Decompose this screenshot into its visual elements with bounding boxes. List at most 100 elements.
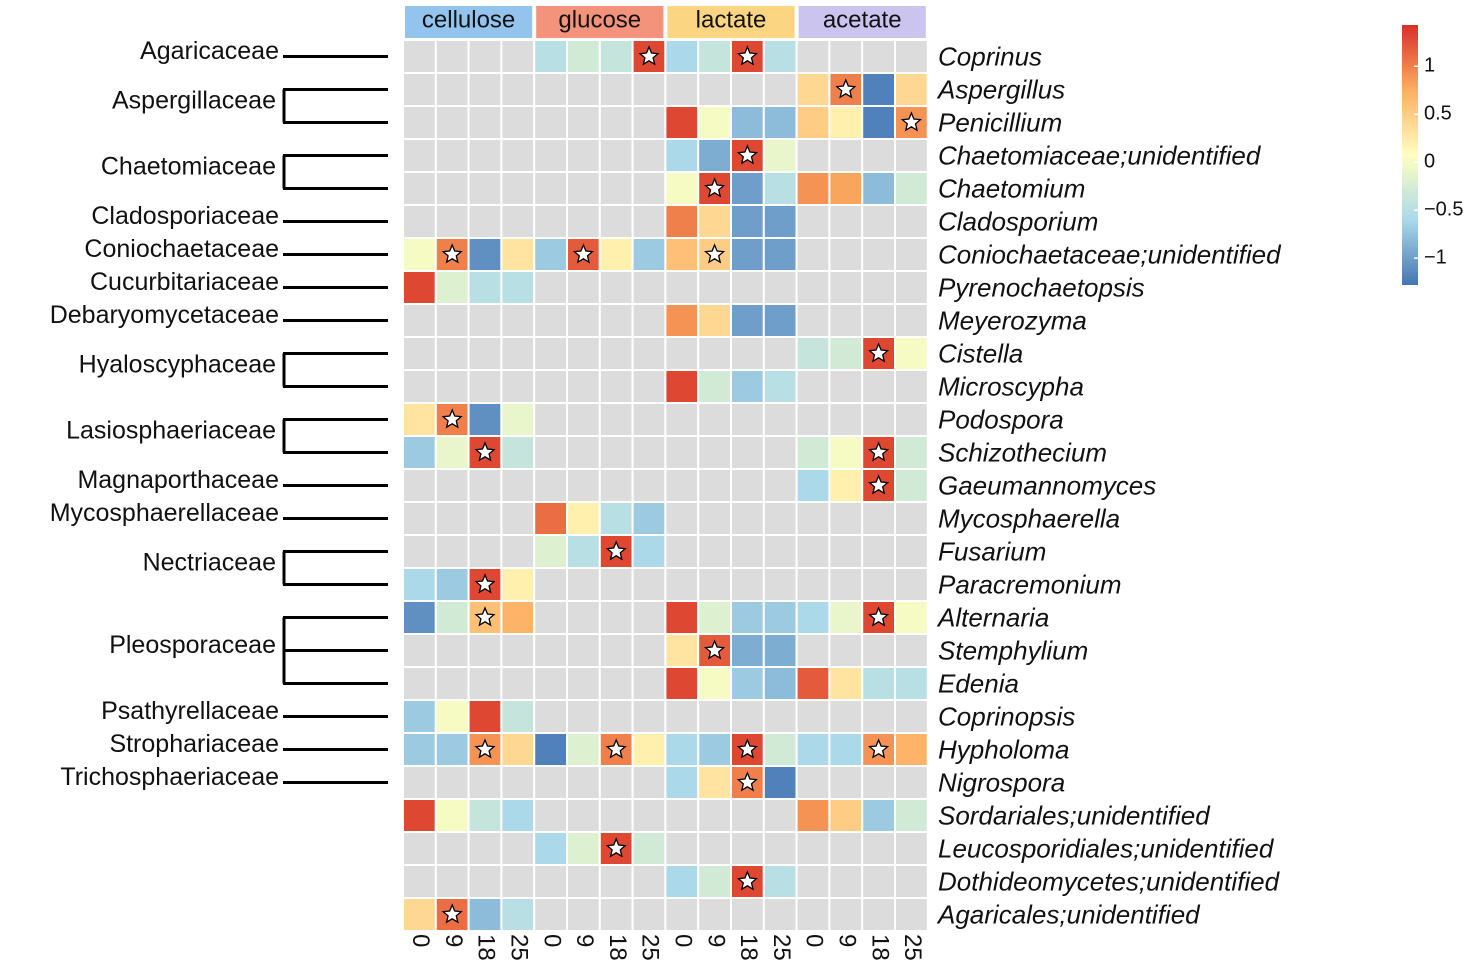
heatmap-cell [664,204,700,239]
heatmap-cell [828,336,864,371]
heatmap-cell [566,831,601,866]
heatmap-cell [631,303,667,338]
family-label: Hyaloscyphaceae [79,351,276,379]
heatmap-cell [598,567,634,602]
heatmap-cell [500,72,536,107]
heatmap-cell [730,831,765,866]
heatmap-cell [598,39,634,74]
column-label: 9 [440,934,467,947]
heatmap-cell [730,270,765,305]
family-label: Nectriaceae [143,549,276,577]
row-label: Sordariales;unidentified [938,800,1211,830]
significance-star [441,903,463,924]
heatmap-cell [598,798,634,833]
heatmap-cell [598,336,634,371]
heatmap-cell [434,171,470,206]
heatmap-cell [762,138,798,173]
column-label: 9 [702,934,729,947]
heatmap-cell [434,699,470,734]
family-label: Debaryomycetaceae [50,301,279,329]
heatmap-cell [730,600,765,635]
family-label: Strophariaceae [109,730,279,758]
family-label: Cladosporiaceae [91,202,279,230]
heatmap-cell [598,468,634,503]
heatmap-cell [894,204,929,239]
condition-label: acetate [823,6,902,33]
heatmap-cell [631,138,667,173]
heatmap-cell [795,39,831,74]
heatmap-cell [762,39,798,74]
row-label: Coprinopsis [938,701,1075,731]
heatmap-cell [828,171,864,206]
family-label: Psathyrellaceae [101,697,279,725]
significance-star [441,408,463,429]
row-label: Schizothecium [938,437,1107,467]
heatmap-cell [664,435,700,470]
heatmap-cell [598,897,634,932]
heatmap-cell [467,402,503,437]
heatmap-cell [795,138,831,173]
heatmap-cell [861,765,897,800]
heatmap-cell [828,699,864,734]
significance-star [868,441,890,462]
heatmap-cell [434,303,470,338]
heatmap-cell [894,798,929,833]
heatmap-cell [467,336,503,371]
heatmap-cell [566,567,601,602]
significance-star [868,606,890,627]
heatmap-cell [631,336,667,371]
heatmap-cell [500,369,536,404]
heatmap-cell [533,369,569,404]
heatmap-cell [434,732,470,767]
family-label: Chaetomiaceae [101,153,276,181]
column-label: 18 [604,934,631,961]
heatmap-cell [598,666,634,701]
heatmap-cell [500,39,536,74]
row-label: Paracremonium [938,569,1122,599]
heatmap-cell [697,501,733,536]
heatmap-cell [631,435,667,470]
heatmap-cell [894,567,929,602]
heatmap-cell [566,336,601,371]
heatmap-cell [467,798,503,833]
heatmap-cell [730,204,765,239]
heatmap-cell [500,765,536,800]
colorbar-tick-label: 0 [1424,150,1435,172]
heatmap-cell [533,633,569,668]
column-label: 18 [866,934,893,961]
heatmap-cell [500,336,536,371]
row-label: Pyrenochaetopsis [938,272,1145,302]
heatmap-cell [533,732,569,767]
heatmap-cell [828,138,864,173]
heatmap-cell [533,171,569,206]
heatmap-cell [467,237,503,272]
heatmap-cell [795,501,831,536]
heatmap-cell [402,699,437,734]
heatmap-cell [730,666,765,701]
heatmap-cell [795,369,831,404]
heatmap-cell [795,270,831,305]
heatmap-cell [894,303,929,338]
heatmap-cell [697,369,733,404]
heatmap-cell [894,765,929,800]
column-label: 25 [505,934,532,961]
heatmap-cell [631,501,667,536]
heatmap-cell [434,831,470,866]
heatmap-cell [402,72,437,107]
row-label: Cistella [938,338,1023,368]
heatmap-cell [566,765,601,800]
heatmap-cell [402,435,437,470]
heatmap-cell [533,435,569,470]
heatmap-cell [730,105,765,140]
family-label: Magnaporthaceae [77,466,279,494]
heatmap-cell [861,798,897,833]
heatmap-cell [762,699,798,734]
heatmap-cell [566,204,601,239]
heatmap-cell [697,204,733,239]
heatmap-cell [861,237,897,272]
heatmap-cell [762,534,798,569]
heatmap-cell [828,303,864,338]
heatmap-cell [762,105,798,140]
column-label: 25 [637,934,664,961]
heatmap-cell [828,600,864,635]
